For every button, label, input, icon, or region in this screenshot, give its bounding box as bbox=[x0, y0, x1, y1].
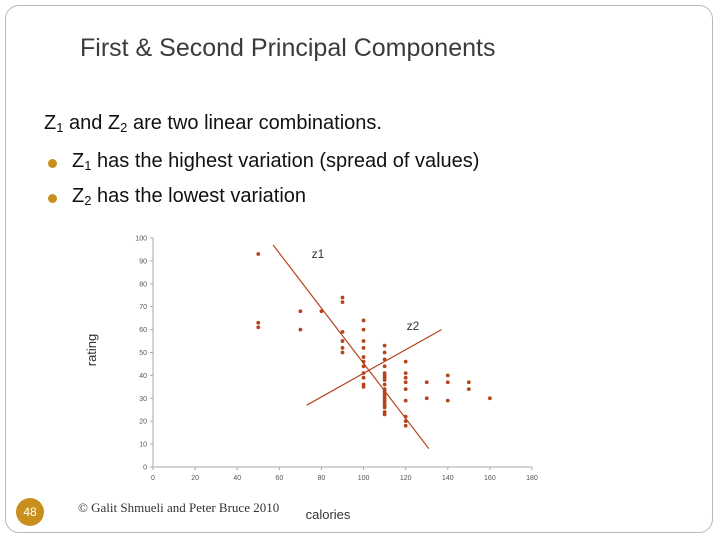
data-point bbox=[445, 398, 450, 403]
scatter-chart: 0 20 40 60 80 100 120 140 160 180 0 10 20 30 40 50 60 70 8… bbox=[84, 236, 538, 523]
data-point bbox=[340, 329, 345, 334]
data-point bbox=[361, 327, 366, 332]
text-run: are two linear combinations. bbox=[127, 112, 382, 134]
data-point bbox=[487, 396, 492, 401]
x-axis-label: calories bbox=[306, 507, 351, 522]
data-point bbox=[403, 419, 408, 424]
data-point bbox=[256, 325, 261, 330]
bullet-icon bbox=[48, 194, 57, 203]
data-point bbox=[403, 387, 408, 392]
pc-line-z2 bbox=[306, 329, 442, 406]
y-tick-label: 100 bbox=[135, 236, 147, 243]
body-line-3: Z2 has the lowest variation bbox=[72, 185, 306, 208]
data-point bbox=[382, 357, 387, 362]
data-point bbox=[340, 295, 345, 300]
x-tick-label: 0 bbox=[151, 475, 155, 482]
data-point bbox=[382, 378, 387, 382]
data-point bbox=[361, 384, 366, 389]
data-point bbox=[382, 412, 387, 417]
data-point bbox=[445, 373, 450, 378]
slide-frame bbox=[5, 5, 713, 533]
data-point bbox=[382, 343, 387, 348]
data-point bbox=[382, 405, 387, 410]
y-tick-label: 60 bbox=[139, 327, 147, 334]
data-point bbox=[403, 398, 408, 403]
subscript: 1 bbox=[56, 120, 64, 135]
pc-label-z2: z2 bbox=[407, 319, 420, 333]
data-point bbox=[256, 320, 261, 325]
data-point bbox=[403, 423, 408, 428]
subscript: 2 bbox=[120, 120, 128, 135]
text-run: Z bbox=[72, 150, 85, 172]
data-point bbox=[445, 380, 450, 385]
data-point bbox=[382, 364, 387, 369]
y-tick-label: 50 bbox=[139, 350, 147, 357]
data-point bbox=[361, 371, 366, 376]
data-point bbox=[319, 309, 324, 314]
text-run: has the lowest variation bbox=[91, 185, 307, 207]
pc-label-z1: z1 bbox=[312, 247, 325, 261]
data-point bbox=[466, 380, 471, 385]
y-tick-label: 0 bbox=[143, 465, 147, 472]
data-point bbox=[403, 359, 408, 364]
data-point bbox=[424, 396, 429, 401]
y-tick-label: 70 bbox=[139, 304, 147, 311]
y-tick-label: 90 bbox=[139, 258, 147, 265]
x-tick-label: 140 bbox=[442, 475, 454, 482]
data-point bbox=[298, 309, 303, 314]
y-tick-label: 80 bbox=[139, 281, 147, 288]
data-point bbox=[424, 380, 429, 385]
text-run: Z bbox=[44, 112, 57, 134]
x-tick-label: 180 bbox=[526, 475, 538, 482]
data-point bbox=[382, 382, 387, 387]
y-tick-label: 10 bbox=[139, 442, 147, 449]
data-point bbox=[403, 414, 408, 419]
x-tick-label: 160 bbox=[484, 475, 496, 482]
copyright-text: © Galit Shmueli and Peter Bruce 2010 bbox=[78, 500, 280, 515]
data-point bbox=[340, 339, 345, 343]
slide-title: First & Second Principal Components bbox=[80, 34, 496, 62]
data-point bbox=[298, 327, 303, 332]
text-run: Z bbox=[72, 185, 85, 207]
data-point bbox=[361, 355, 366, 359]
slide-number-badge: 48 bbox=[16, 498, 44, 526]
body-line-1: Z1 and Z2 are two linear combinations. bbox=[44, 112, 382, 135]
body-line-2: Z1 has the highest variation (spread of … bbox=[72, 150, 479, 173]
y-tick-label: 40 bbox=[139, 373, 147, 380]
x-tick-label: 80 bbox=[318, 475, 326, 482]
subscript: 1 bbox=[84, 158, 92, 173]
x-tick-label: 120 bbox=[400, 475, 412, 482]
data-point bbox=[403, 371, 408, 376]
data-point bbox=[340, 300, 345, 305]
y-tick-label: 30 bbox=[139, 396, 147, 403]
data-point bbox=[340, 350, 345, 355]
subscript: 2 bbox=[84, 193, 92, 208]
y-tick-label: 20 bbox=[139, 419, 147, 426]
data-point bbox=[361, 346, 366, 350]
data-point bbox=[256, 252, 261, 256]
pc-line-z1 bbox=[272, 244, 430, 450]
data-point bbox=[403, 380, 408, 385]
data-point bbox=[403, 375, 408, 380]
bullet-icon bbox=[48, 159, 57, 168]
data-point bbox=[361, 318, 366, 323]
x-tick-label: 40 bbox=[233, 475, 241, 482]
x-tick-label: 20 bbox=[191, 475, 199, 482]
data-point bbox=[361, 375, 366, 380]
x-tick-label: 60 bbox=[275, 475, 283, 482]
text-run: and Z bbox=[63, 112, 121, 134]
text-run: has the highest variation (spread of val… bbox=[91, 150, 480, 172]
data-point bbox=[361, 359, 366, 364]
data-point bbox=[361, 339, 366, 343]
data-point bbox=[340, 346, 345, 350]
data-point bbox=[361, 364, 366, 369]
x-tick-label: 100 bbox=[358, 475, 370, 482]
data-point bbox=[382, 350, 387, 355]
y-axis-label: rating bbox=[84, 334, 99, 367]
data-point bbox=[466, 387, 471, 392]
